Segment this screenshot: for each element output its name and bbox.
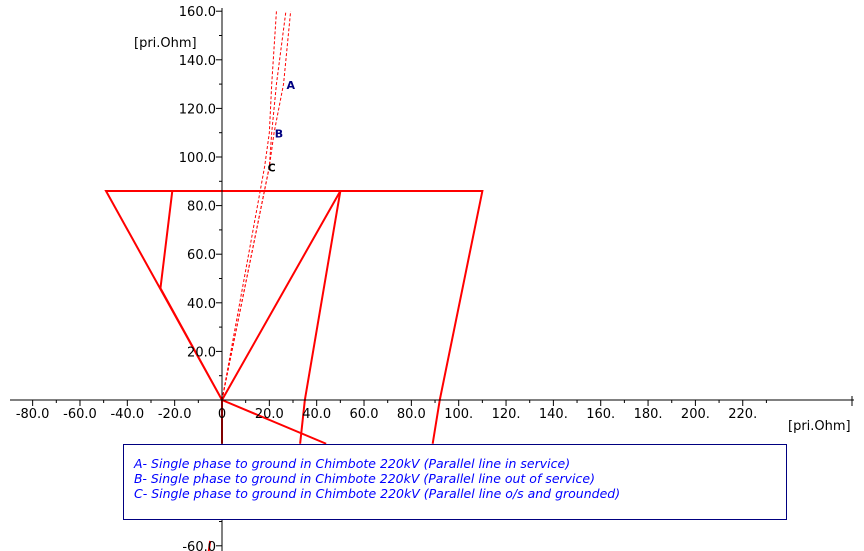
- zone-line-8: [431, 399, 441, 444]
- point-label-c: C: [268, 162, 276, 175]
- zone-line-3: [303, 190, 342, 401]
- y-tick-label: 140.0: [179, 54, 216, 69]
- zone-line-4: [106, 190, 484, 401]
- x-tick-label: 20.0: [255, 407, 284, 422]
- x-tick-label: 140.: [539, 407, 568, 422]
- x-axis-label: [pri.Ohm]: [788, 419, 851, 434]
- y-axis-label: [pri.Ohm]: [134, 36, 197, 51]
- y-tick-label: 40.0: [187, 297, 216, 312]
- y-tick-label: 120.0: [179, 102, 216, 117]
- x-tick-label: 180.: [634, 407, 663, 422]
- zone-line-9: [207, 540, 212, 551]
- x-tick-label: 40.0: [302, 407, 331, 422]
- legend-entry-a: A- Single phase to ground in Chimbote 22…: [134, 456, 571, 471]
- point-label-b: B: [275, 128, 283, 141]
- axis-ticks: -80.0 -60.0 -40.0 -20.0 0 20.0 40.0 60.0 80.0 100…: [16, 5, 853, 551]
- legend-entry-c: C- Single phase to ground in Chimbote 22…: [134, 486, 621, 501]
- y-tick-label: 20.0: [187, 345, 216, 360]
- axes: [pri.Ohm] [pri.Ohm]: [10, 8, 854, 551]
- x-tick-label: -20.0: [158, 407, 192, 422]
- x-tick-label: -40.0: [110, 407, 144, 422]
- x-tick-label: 220.: [728, 407, 757, 422]
- x-tick-label: -60.0: [63, 407, 97, 422]
- point-labels: A B C: [268, 79, 296, 175]
- x-tick-label: 200.: [681, 407, 710, 422]
- x-tick-label: 80.0: [397, 407, 426, 422]
- zone-line-7: [299, 399, 306, 444]
- zone-line-2: [106, 190, 343, 401]
- legend: A- Single phase to ground in Chimbote 22…: [123, 444, 787, 520]
- x-tick-label: 120.: [492, 407, 521, 422]
- x-tick-label: 100.: [444, 407, 473, 422]
- trajectory-b: [221, 11, 287, 401]
- y-tick-label: 100.0: [179, 151, 216, 166]
- x-tick-label: -80.0: [16, 407, 50, 422]
- point-label-a: A: [287, 79, 296, 92]
- zone-line-1: [104, 190, 223, 401]
- y-tick-label: 60.0: [187, 248, 216, 263]
- x-tick-label: 160.: [586, 407, 615, 422]
- trajectory-a: [221, 11, 292, 401]
- y-tick-label: -60.0: [182, 540, 216, 551]
- legend-entry-b: B- Single phase to ground in Chimbote 22…: [134, 471, 595, 486]
- fault-trajectories: [221, 11, 292, 401]
- x-tick-label: 60.0: [350, 407, 379, 422]
- trajectory-c: [221, 11, 277, 401]
- zone-line-5: [221, 399, 327, 445]
- y-tick-label: 160.0: [179, 5, 216, 20]
- y-tick-label: 80.0: [187, 200, 216, 215]
- x-tick-label: 0: [218, 407, 226, 422]
